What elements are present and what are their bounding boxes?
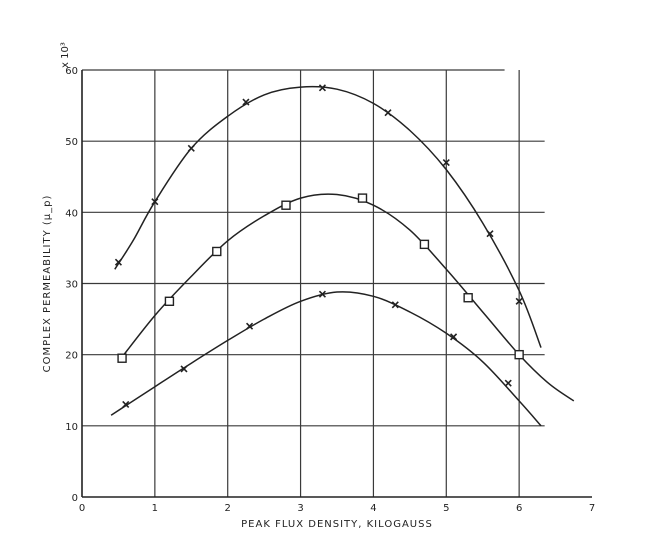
series-1-point-5 — [318, 84, 326, 92]
series-1-point-2 — [151, 198, 159, 206]
y-tick-label: 50 — [65, 137, 78, 148]
marker-stroke — [515, 297, 523, 305]
series-1-point-4 — [242, 98, 250, 106]
series-3-point-2 — [180, 365, 188, 373]
axes — [81, 70, 592, 498]
marker-stroke — [486, 230, 494, 238]
y-tick-label: 0 — [72, 493, 78, 504]
series-2-point-2 — [164, 296, 175, 306]
series-2-point-1 — [117, 353, 127, 363]
series-3-line — [110, 291, 542, 427]
series-1-point-9 — [515, 297, 523, 305]
marker-stroke — [391, 301, 399, 309]
x-tick-label: 0 — [79, 503, 85, 514]
series-3-point-3 — [246, 322, 254, 330]
x-tick-label: 5 — [443, 503, 449, 514]
y-tick-label: 60 — [65, 66, 78, 77]
y-tick-label: 30 — [65, 280, 78, 291]
series-2-point-5 — [357, 193, 368, 203]
series-1-point-1 — [114, 258, 122, 266]
marker-stroke — [450, 333, 458, 341]
series-markers — [114, 84, 524, 409]
marker-stroke — [442, 158, 450, 167]
marker-stroke — [122, 400, 130, 409]
series-2-point-4 — [281, 200, 291, 210]
series-3-point-6 — [450, 333, 458, 341]
series-1-point-7 — [442, 158, 450, 167]
marker-stroke — [187, 144, 195, 152]
marker-stroke — [318, 84, 326, 92]
y-tick-label: 40 — [65, 208, 78, 219]
series-1-point-8 — [486, 230, 494, 238]
y-multiplier-label: x 10³ — [60, 42, 71, 68]
series-3-point-1 — [122, 400, 130, 409]
series-2-point-6 — [419, 239, 430, 250]
marker-stroke — [384, 109, 392, 117]
marker-stroke — [151, 198, 159, 206]
x-tick-label: 3 — [297, 503, 303, 514]
grid — [82, 69, 545, 497]
series-2-point-3 — [212, 246, 222, 257]
marker-stroke — [246, 322, 254, 330]
marker-stroke — [504, 379, 512, 387]
series-1-line — [114, 85, 542, 348]
x-tick-label: 1 — [152, 503, 158, 514]
tick-labels: 0 1 2 3 4 5 6 7 0 10 20 30 40 50 60 — [65, 66, 595, 514]
series-2-line — [117, 193, 575, 402]
y-axis-label: COMPLEX PERMEABILITY (μ_p) — [42, 195, 53, 373]
series-1-point-3 — [187, 144, 195, 152]
series-3-point-4 — [318, 290, 326, 298]
marker-stroke — [318, 290, 326, 298]
x-axis-label: PEAK FLUX DENSITY, KILOGAUSS — [241, 519, 433, 530]
series-curves — [110, 85, 575, 427]
x-tick-label: 6 — [516, 503, 522, 514]
series-3-point-7 — [504, 379, 512, 387]
series-1-point-6 — [384, 109, 392, 117]
x-tick-label: 7 — [589, 503, 595, 514]
y-tick-label: 10 — [65, 422, 78, 433]
marker-stroke — [180, 365, 188, 373]
y-tick-label: 20 — [65, 351, 78, 362]
series-3-point-5 — [391, 301, 399, 309]
marker-stroke — [242, 98, 250, 106]
x-tick-label: 2 — [225, 503, 231, 514]
series-2-point-8 — [514, 349, 524, 360]
marker-stroke — [114, 258, 122, 266]
series-2-point-7 — [463, 293, 473, 303]
x-tick-label: 4 — [370, 503, 376, 514]
